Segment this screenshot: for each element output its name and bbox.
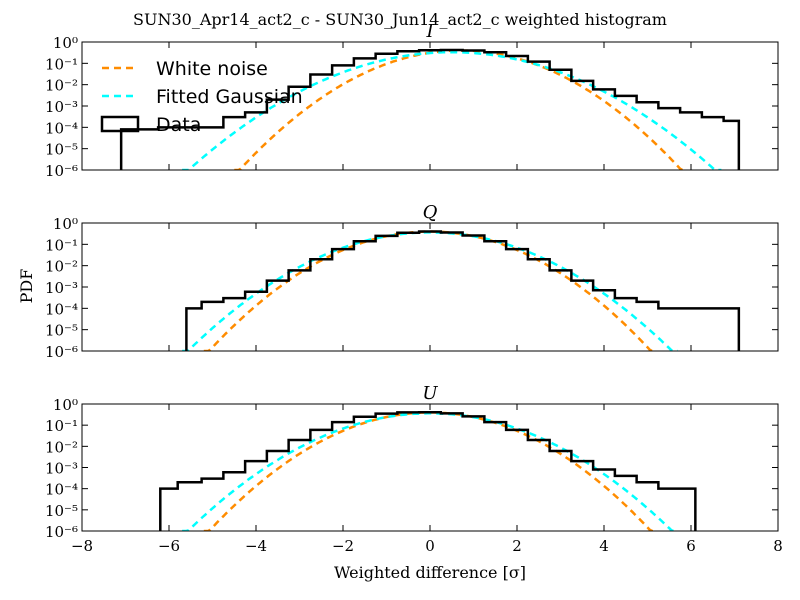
x-tick-label: 6 [686, 537, 696, 555]
panel-0: I 10⁻⁶ 10⁻⁵ 10⁻⁴ 10⁻³ 10⁻² 10⁻¹ 10⁰ [45, 21, 779, 180]
panel-1: Q 10⁻⁶ 10⁻⁵ 10⁻⁴ 10⁻³ 10⁻² 10⁻¹ 10⁰ [45, 202, 779, 361]
y-tick-label: 10⁻⁵ [45, 502, 78, 520]
y-tick-label: 10⁻¹ [45, 236, 78, 254]
x-tick-label: −4 [245, 537, 267, 555]
legend-label: Data [156, 114, 201, 136]
panel-title: U [422, 383, 438, 404]
y-tick-label: 10⁻² [45, 438, 78, 456]
axes-frame [81, 222, 779, 352]
y-tick-label: 10⁻¹ [45, 417, 78, 435]
legend-label: Fitted Gaussian [156, 86, 303, 108]
y-tick-label: 10⁻⁴ [45, 481, 78, 499]
y-tick-label: 10⁻⁶ [45, 162, 78, 180]
panel-2: U 10⁻⁶ 10⁻⁵ 10⁻⁴ 10⁻³ 10⁻² 10⁻¹ 10⁰ −8 −6 −4 −2 0 2 4 6… [45, 383, 783, 555]
series-white-noise [234, 49, 687, 170]
y-tick-label: 10⁻⁴ [45, 300, 78, 318]
axes-frame [81, 41, 779, 171]
y-axis-label: PDF [17, 269, 36, 304]
legend-label: White noise [156, 58, 268, 80]
y-tick-label: 10⁰ [53, 34, 78, 52]
series-data-histogram [159, 410, 697, 531]
series-fitted-gaussian [182, 50, 722, 170]
x-tick-label: −2 [332, 537, 354, 555]
legend: White noise Fitted Gaussian Data [100, 58, 303, 136]
y-tick-label: 10⁻⁴ [45, 119, 78, 137]
x-tick-label: 4 [599, 537, 609, 555]
x-axis-label: Weighted difference [σ] [334, 563, 526, 582]
x-tick-label: 0 [425, 537, 435, 555]
x-tick-label: 2 [512, 537, 522, 555]
x-tick-label: −6 [158, 537, 180, 555]
y-tick-label: 10⁰ [53, 396, 78, 414]
y-tick-label: 10⁰ [53, 215, 78, 233]
y-tick-label: 10⁻⁶ [45, 343, 78, 361]
panel-title: I [425, 21, 434, 42]
series-fitted-gaussian [182, 412, 678, 531]
y-tick-label: 10⁻⁵ [45, 322, 78, 340]
y-tick-label: 10⁻² [45, 258, 78, 276]
legend-swatch [100, 115, 140, 133]
y-tick-label: 10⁻¹ [45, 55, 78, 73]
y-tick-label: 10⁻³ [45, 279, 78, 297]
figure-title: SUN30_Apr14_act2_c - SUN30_Jun14_act2_c … [133, 10, 667, 29]
series-data-histogram [119, 48, 741, 170]
x-tick-label: −8 [71, 537, 93, 555]
y-tick-label: 10⁻³ [45, 460, 78, 478]
series-data-histogram [185, 230, 741, 351]
panels-group: I 10⁻⁶ 10⁻⁵ 10⁻⁴ 10⁻³ 10⁻² 10⁻¹ 10⁰ Q 10⁻⁶ 10⁻⁵ 10⁻… [45, 21, 783, 555]
y-tick-label: 10⁻⁵ [45, 141, 78, 159]
panel-title: Q [423, 202, 438, 223]
series-white-noise [203, 230, 657, 351]
x-tick-label: 8 [773, 537, 783, 555]
series-white-noise [203, 411, 657, 531]
y-tick-label: 10⁻⁶ [45, 523, 78, 541]
axes-frame [81, 403, 779, 532]
y-tick-label: 10⁻³ [45, 98, 78, 116]
y-tick-label: 10⁻² [45, 77, 78, 95]
